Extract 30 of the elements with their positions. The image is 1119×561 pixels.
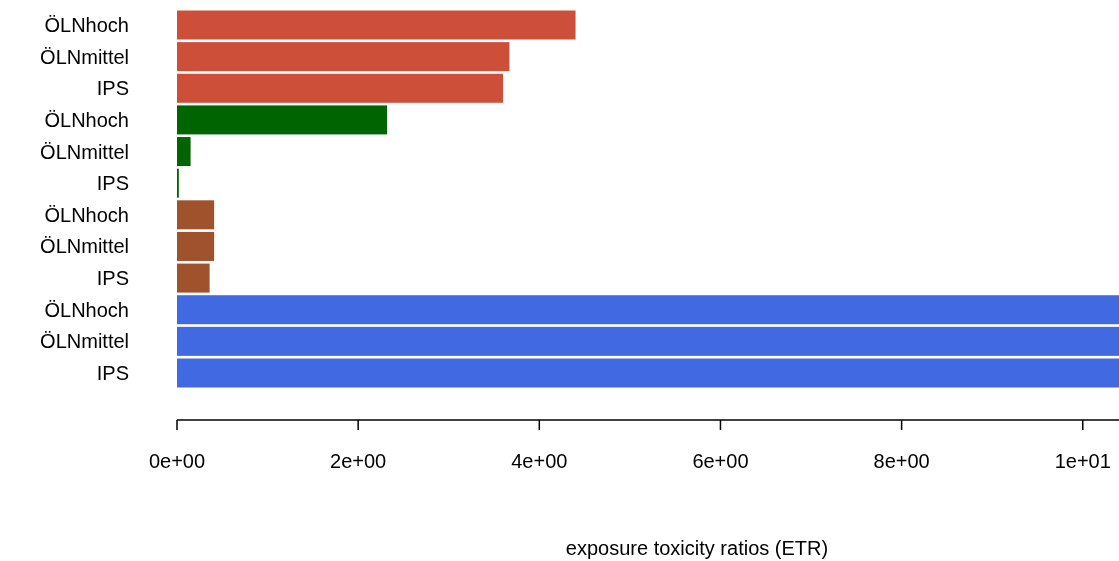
- bar: [177, 73, 504, 103]
- bar: [177, 200, 215, 230]
- bar: [177, 42, 510, 72]
- y-tick-label: ÖLNmittel: [40, 45, 129, 68]
- x-tick-label: 0e+00: [148, 450, 206, 472]
- y-tick-label: ÖLNmittel: [40, 235, 129, 258]
- bar: [177, 263, 210, 293]
- x-tick-label: 8e+00: [873, 450, 930, 472]
- bar: [177, 295, 1119, 325]
- x-tick-label: 6e+00: [692, 450, 749, 472]
- y-tick-label: IPS: [96, 362, 129, 384]
- bar: [177, 10, 576, 40]
- y-tick-label: ÖLNmittel: [40, 330, 129, 353]
- y-tick-label: ÖLNmittel: [40, 140, 129, 163]
- y-tick-label: IPS: [96, 172, 129, 195]
- y-tick-label: ÖLNhoch: [44, 108, 129, 131]
- x-axis-title: exposure toxicity ratios (ETR): [565, 537, 829, 559]
- bar: [177, 105, 388, 135]
- y-tick-label: ÖLNhoch: [44, 14, 129, 36]
- y-tick-label: IPS: [96, 77, 129, 100]
- bar: [177, 326, 1119, 356]
- y-tick-label: ÖLNhoch: [44, 298, 129, 321]
- bar: [177, 137, 191, 167]
- x-tick-label: 4e+00: [511, 450, 568, 472]
- y-tick-label: IPS: [96, 267, 129, 290]
- x-tick-label: 2e+00: [330, 450, 387, 472]
- y-tick-label: ÖLNhoch: [44, 203, 129, 226]
- bar: [177, 358, 1119, 388]
- x-tick-label: 1e+01: [1054, 450, 1111, 472]
- bar: [177, 231, 215, 261]
